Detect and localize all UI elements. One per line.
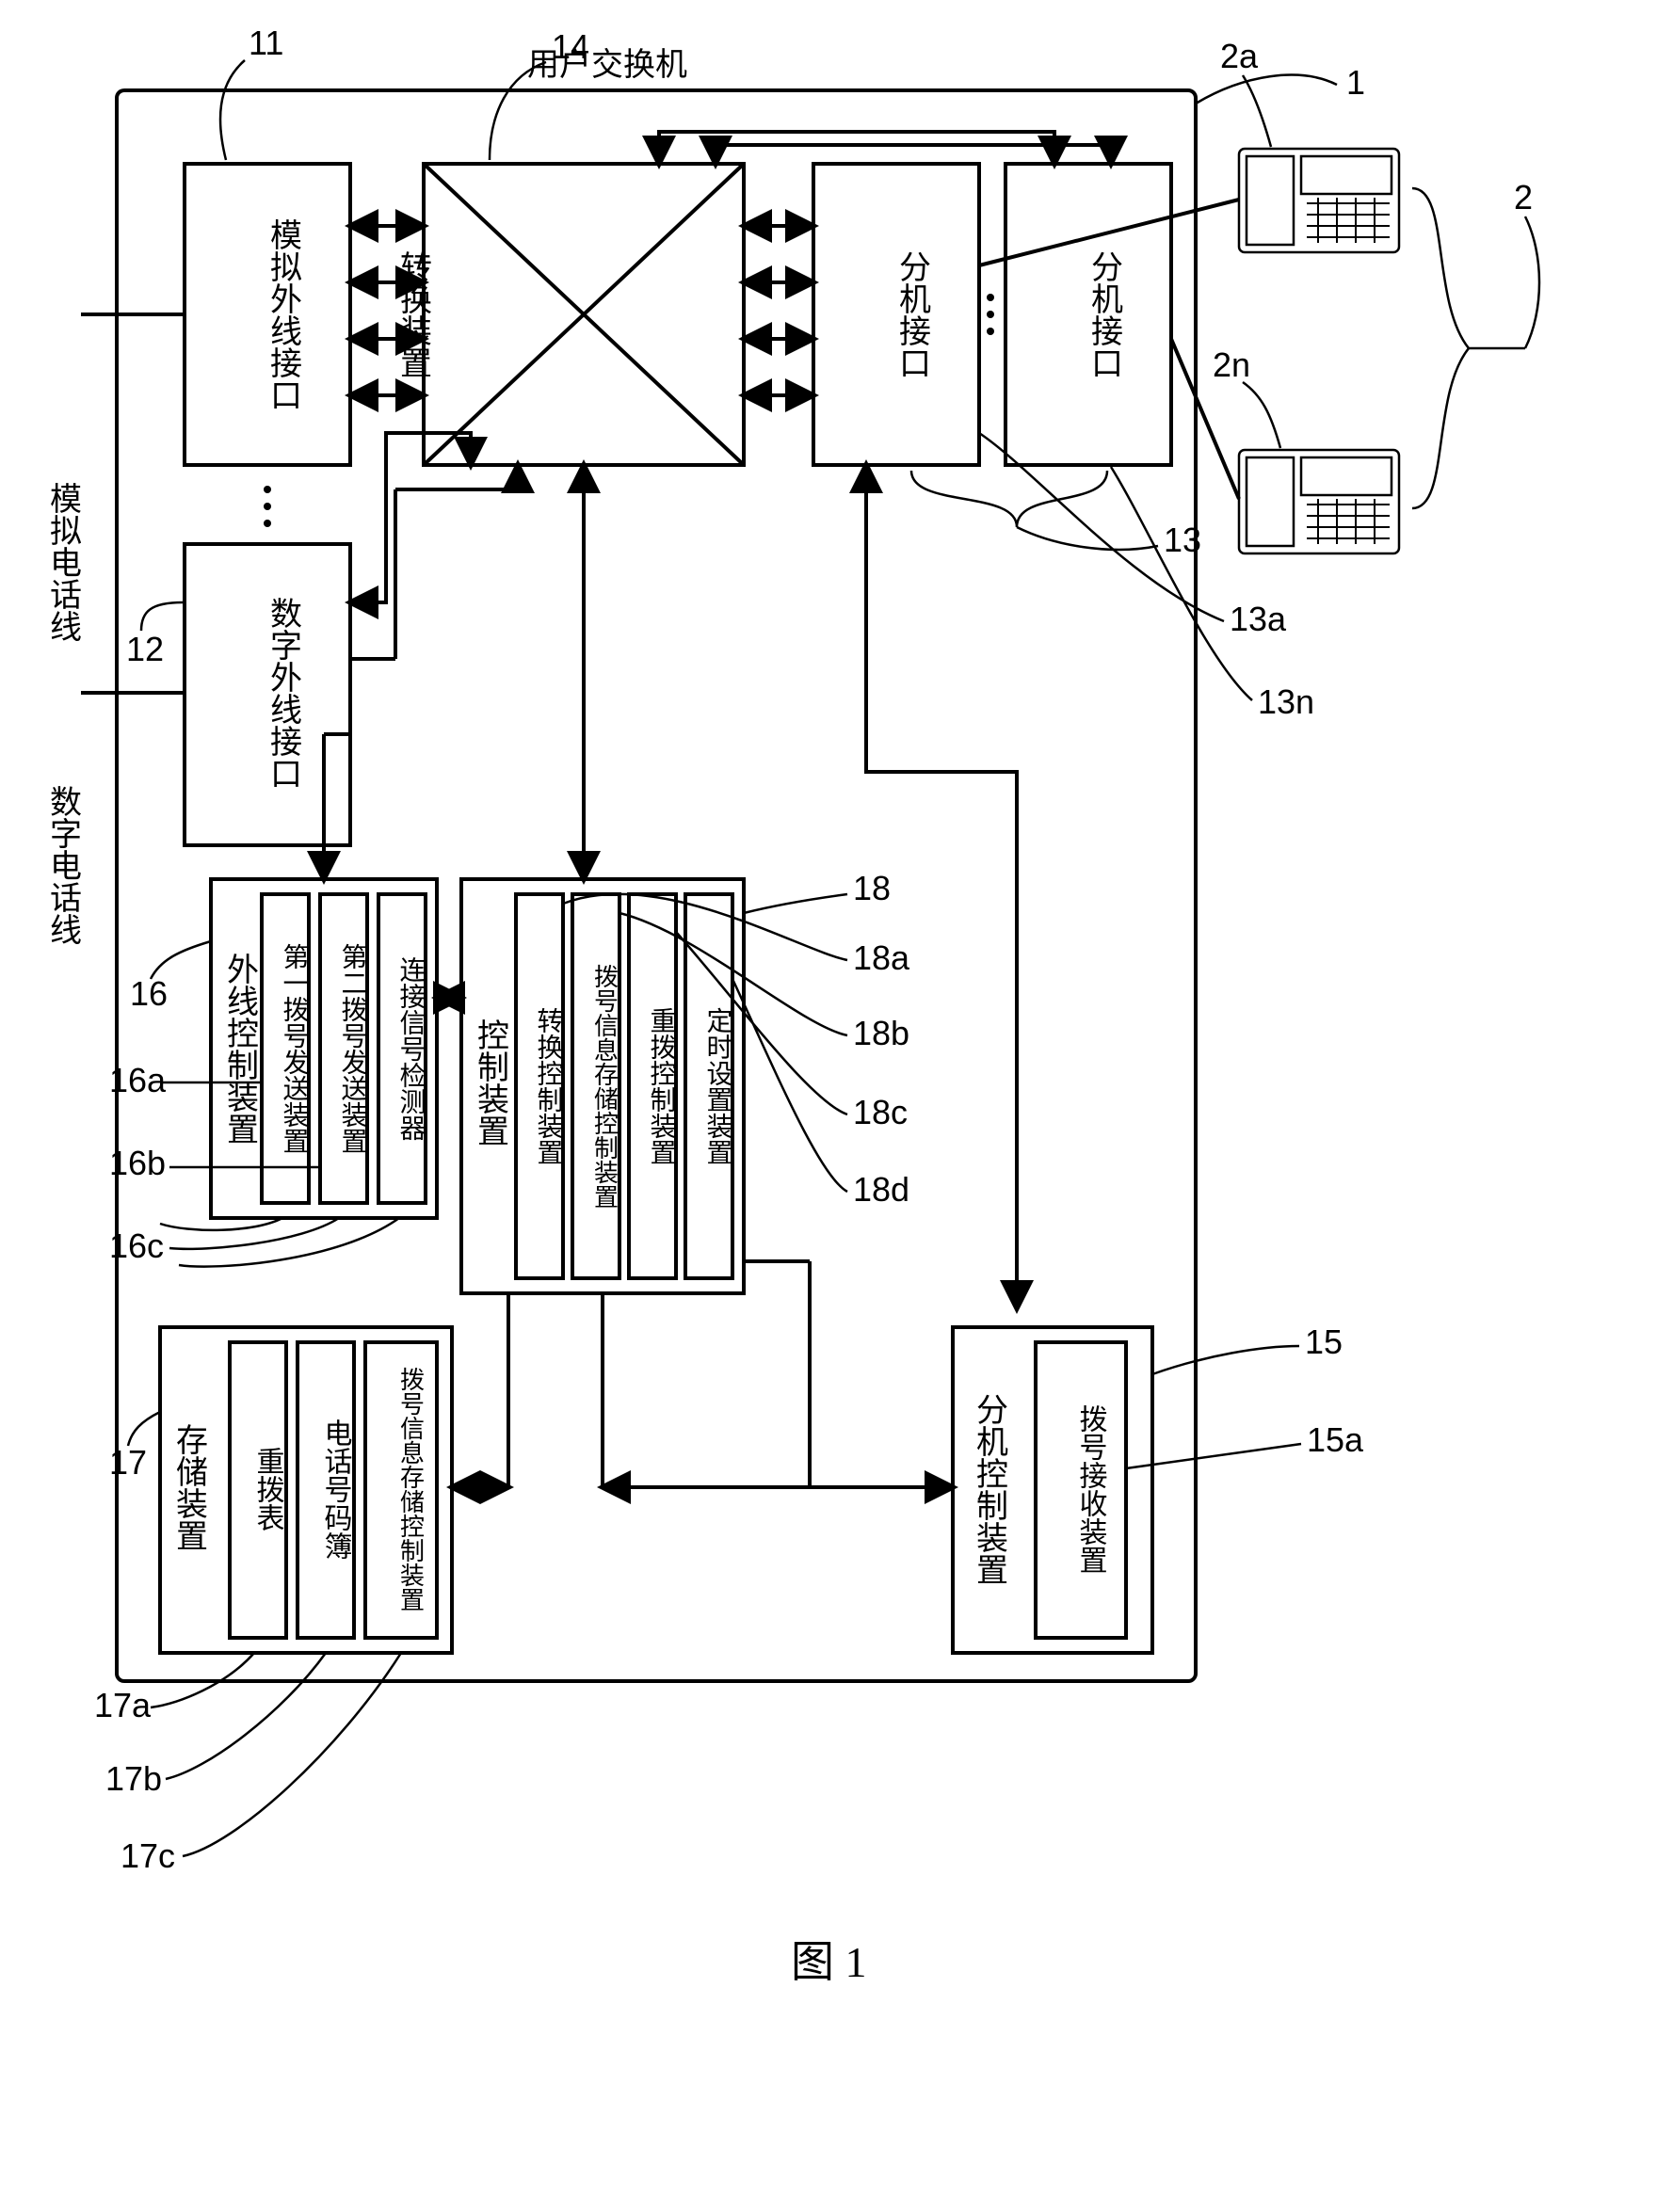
b16-ref: 16 bbox=[130, 974, 168, 1013]
ref-1: 1 bbox=[1346, 63, 1365, 102]
block-16: 外线控制装置 第一拨号发送装置 第二拨号发送装置 连接信号检测器 16 16a … bbox=[109, 879, 437, 1267]
b16b-label: 第二拨号发送装置 bbox=[338, 943, 368, 1154]
b18b-label: 拨号信息存储控制装置 bbox=[591, 964, 619, 1209]
block-13a: 分机接口 bbox=[813, 164, 979, 465]
b16c-ref: 16c bbox=[109, 1226, 164, 1265]
phone-2n: 2n bbox=[1171, 339, 1399, 553]
b17c-ref: 17c bbox=[121, 1836, 175, 1875]
ref-2a: 2a bbox=[1220, 37, 1259, 75]
b11-ref: 11 bbox=[249, 24, 283, 62]
b12-ref: 12 bbox=[126, 630, 164, 668]
b16b-ref: 16b bbox=[109, 1144, 166, 1182]
b18a-label: 转换控制装置 bbox=[534, 1007, 564, 1165]
b16a-ref: 16a bbox=[109, 1061, 167, 1099]
diagram-canvas: 用户交换机 1 模拟电话线 数字电话线 模拟外线接口 11 数字外线接口 12 … bbox=[0, 0, 1657, 2212]
analog-line-label: 模拟电话线 bbox=[45, 482, 82, 642]
ref-13: 13 bbox=[1164, 521, 1201, 559]
b17a-label: 重拨表 bbox=[252, 1447, 284, 1531]
ref-13a: 13a bbox=[1230, 600, 1287, 638]
b18a-ref: 18a bbox=[853, 938, 910, 977]
b16a-label: 第一拨号发送装置 bbox=[280, 943, 310, 1154]
b14-ref: 14 bbox=[552, 27, 589, 66]
ref-2n: 2n bbox=[1213, 345, 1250, 384]
b18-ref: 18 bbox=[853, 869, 891, 907]
digital-line-label: 数字电话线 bbox=[45, 785, 81, 945]
b17a-ref: 17a bbox=[94, 1686, 152, 1724]
b18c-label: 重拨控制装置 bbox=[647, 1007, 677, 1165]
b18d-label: 定时设置装置 bbox=[703, 1007, 732, 1165]
b18d-ref: 18d bbox=[853, 1170, 909, 1209]
b18-label: 控制装置 bbox=[473, 1018, 508, 1146]
ref-13n: 13n bbox=[1258, 682, 1314, 721]
block-15: 分机控制装置 拨号接收装置 15 15a bbox=[953, 1322, 1364, 1653]
b13a-label: 分机接口 bbox=[894, 250, 931, 378]
b16-label: 外线控制装置 bbox=[222, 953, 258, 1145]
b15a-label: 拨号接收装置 bbox=[1075, 1404, 1108, 1574]
b16c-label: 连接信号检测器 bbox=[396, 956, 426, 1141]
figure-label: 图 1 bbox=[791, 1938, 867, 1986]
b17-ref: 17 bbox=[109, 1443, 147, 1482]
b13n-label: 分机接口 bbox=[1086, 250, 1123, 378]
b14-label: 转换装置 bbox=[395, 250, 431, 378]
b17b-label: 电话号码簿 bbox=[320, 1419, 353, 1560]
b12-label: 数字外线接口 bbox=[265, 597, 302, 789]
b11-label: 模拟外线接口 bbox=[265, 218, 302, 410]
block-13n: 分机接口 bbox=[1005, 164, 1171, 465]
phone-2a: 2a bbox=[979, 37, 1399, 265]
b15a-ref: 15a bbox=[1307, 1420, 1364, 1459]
b18c-ref: 18c bbox=[853, 1093, 908, 1131]
b17c-label: 拨号信息存储控制装置 bbox=[397, 1367, 425, 1611]
b15-ref: 15 bbox=[1305, 1322, 1343, 1361]
block-18: 控制装置 转换控制装置 拨号信息存储控制装置 重拨控制装置 定时设置装置 18 … bbox=[461, 869, 910, 1293]
b15-label: 分机控制装置 bbox=[972, 1393, 1008, 1585]
ref-2: 2 bbox=[1514, 178, 1533, 216]
block-14: 转换装置 14 bbox=[395, 27, 745, 465]
b18b-ref: 18b bbox=[853, 1014, 909, 1052]
b17b-ref: 17b bbox=[105, 1759, 162, 1798]
block-17: 存储装置 重拨表 电话号码簿 拨号信息存储控制装置 17 17a 17b 17c bbox=[94, 1327, 452, 1875]
b17-label: 存储装置 bbox=[171, 1423, 208, 1551]
